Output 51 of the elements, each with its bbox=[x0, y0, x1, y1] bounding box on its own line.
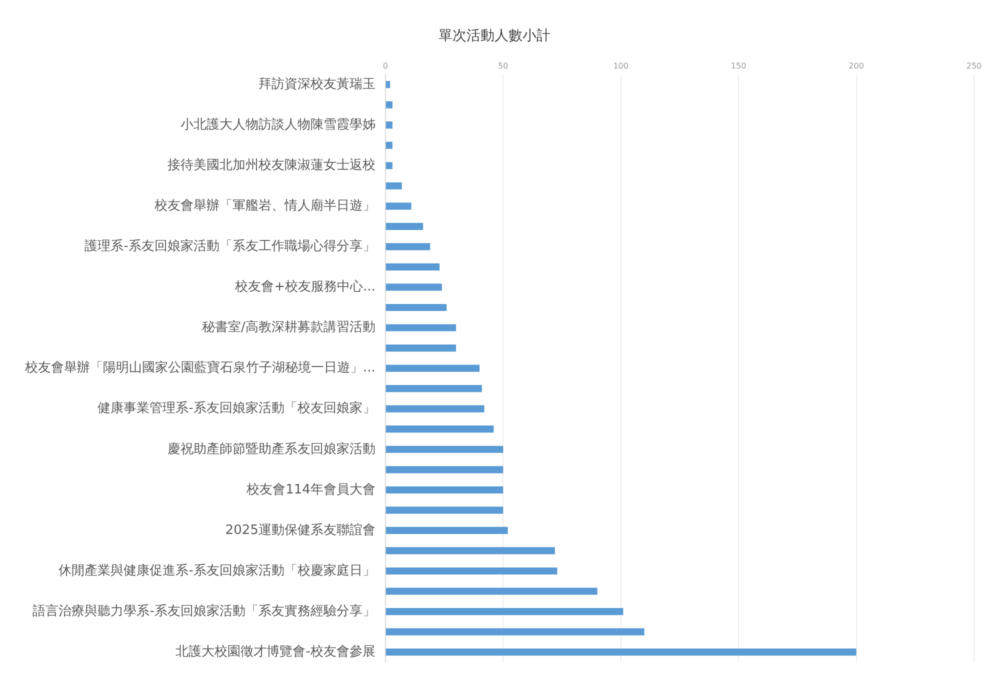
y-tick-label: 校友會舉辦「軍艦岩、情人廟半日遊」 bbox=[153, 198, 376, 214]
bar bbox=[386, 222, 424, 230]
y-tick-label: 休閒產業與健康促進系-系友回娘家活動「校慶家庭日」 bbox=[58, 562, 376, 578]
bar bbox=[386, 628, 644, 636]
bar bbox=[386, 506, 504, 514]
x-tick-label: 0 bbox=[382, 62, 388, 71]
y-tick-label: 北護大校園徵才博覽會-校友會參展 bbox=[176, 644, 376, 660]
bar bbox=[386, 385, 482, 392]
y-tick-label: 慶祝助產師節暨助產系友回娘家活動 bbox=[167, 440, 376, 457]
bar bbox=[386, 344, 456, 352]
y-tick-label: 拜訪資深校友黃瑞玉 bbox=[258, 76, 376, 92]
y-tick-label: 2025運動保健系友聯誼會 bbox=[225, 522, 376, 538]
bar bbox=[386, 243, 430, 250]
x-tick-label: 200 bbox=[848, 62, 864, 71]
y-tick-label: 校友會+校友服務中心... bbox=[234, 278, 376, 295]
bar bbox=[386, 526, 508, 534]
bar bbox=[386, 364, 480, 372]
x-tick-label: 250 bbox=[966, 62, 982, 71]
bar bbox=[386, 162, 392, 170]
x-tick-label: 100 bbox=[613, 62, 628, 71]
bar bbox=[386, 486, 504, 494]
y-tick-label: 小北護大人物訪談人物陳雪霞學姊 bbox=[180, 117, 376, 132]
bar bbox=[386, 446, 504, 453]
bar bbox=[386, 202, 412, 210]
bar bbox=[386, 547, 555, 554]
bar bbox=[386, 101, 392, 108]
bar bbox=[386, 263, 440, 270]
bar bbox=[386, 304, 447, 312]
bar bbox=[386, 608, 624, 616]
bar bbox=[386, 567, 558, 575]
bar bbox=[386, 284, 442, 291]
x-tick-label: 50 bbox=[498, 62, 508, 71]
y-tick-label: 秘書室/高教深耕募款講習活動 bbox=[202, 319, 376, 336]
y-tick-label: 接待美國北加州校友陳淑蓮女士返校 bbox=[167, 156, 376, 173]
bar bbox=[386, 648, 856, 656]
bar bbox=[386, 588, 598, 595]
bar bbox=[386, 182, 402, 190]
bar bbox=[386, 466, 504, 474]
bar bbox=[386, 426, 494, 433]
bar bbox=[386, 80, 390, 88]
y-tick-label: 校友會114年會員大會 bbox=[246, 482, 376, 498]
y-tick-label: 健康事業管理系-系友回娘家活動「校友回娘家」 bbox=[98, 400, 376, 416]
bar bbox=[386, 405, 484, 412]
bar bbox=[386, 122, 392, 129]
bar bbox=[386, 142, 392, 149]
x-tick-label: 150 bbox=[730, 62, 746, 71]
chart-title: 單次活動人數小計 bbox=[438, 28, 550, 44]
bar bbox=[386, 324, 456, 332]
y-tick-label: 語言治療與聽力學系-系友回娘家活動「系友實務經驗分享」 bbox=[32, 602, 376, 619]
y-tick-label: 護理系-系友回娘家活動「系友工作職場心得分享」 bbox=[84, 238, 376, 254]
y-tick-label: 校友會舉辦「陽明山國家公園藍寶石泉竹子湖秘境一日遊」... bbox=[24, 360, 376, 376]
